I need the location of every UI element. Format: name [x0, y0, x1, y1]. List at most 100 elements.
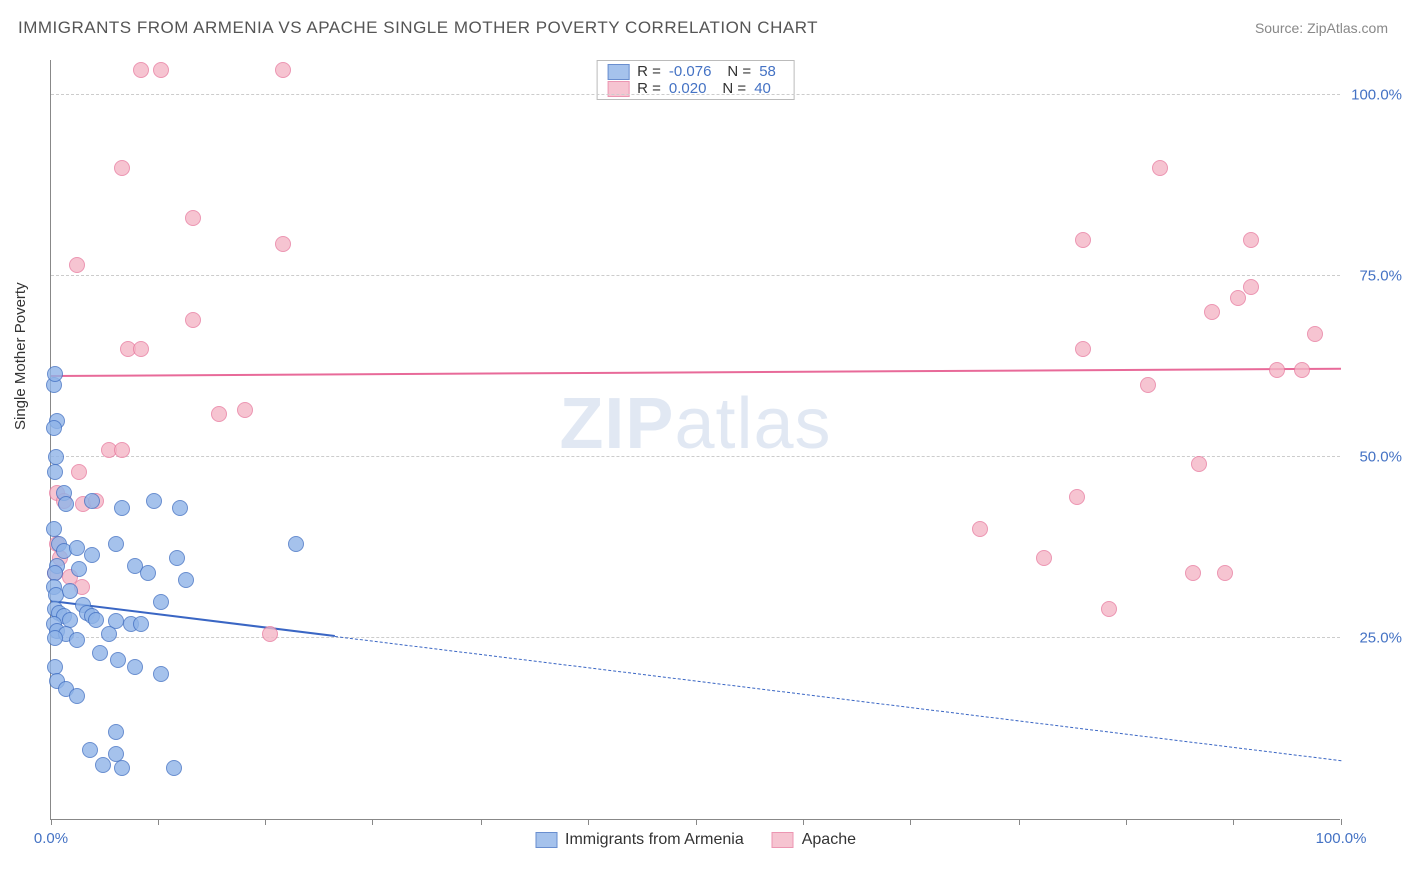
x-tick — [1126, 819, 1127, 825]
source-value: ZipAtlas.com — [1307, 20, 1388, 36]
data-point-apache — [1152, 160, 1168, 176]
data-point-armenia — [88, 612, 104, 628]
data-point-armenia — [140, 565, 156, 581]
gridline-h — [51, 637, 1340, 638]
legend-label-apache: Apache — [802, 831, 856, 849]
data-point-armenia — [95, 757, 111, 773]
data-point-apache — [275, 62, 291, 78]
data-point-armenia — [47, 630, 63, 646]
stat-n-armenia: 58 — [759, 63, 776, 80]
data-point-apache — [1036, 550, 1052, 566]
data-point-apache — [1140, 377, 1156, 393]
data-point-apache — [114, 442, 130, 458]
data-point-armenia — [69, 540, 85, 556]
data-point-apache — [133, 62, 149, 78]
gridline-h — [51, 275, 1340, 276]
x-tick-label: 100.0% — [1316, 830, 1367, 847]
legend-item-armenia: Immigrants from Armenia — [535, 831, 744, 849]
gridline-h — [51, 94, 1340, 95]
data-point-armenia — [114, 500, 130, 516]
watermark-bold: ZIP — [559, 384, 674, 464]
data-point-apache — [1204, 304, 1220, 320]
data-point-armenia — [114, 760, 130, 776]
x-tick — [1019, 819, 1020, 825]
trendline — [335, 636, 1341, 761]
legend-swatch-armenia — [607, 64, 629, 80]
data-point-apache — [1217, 565, 1233, 581]
data-point-apache — [972, 521, 988, 537]
data-point-armenia — [166, 760, 182, 776]
data-point-apache — [69, 257, 85, 273]
data-point-apache — [237, 402, 253, 418]
data-point-apache — [1294, 362, 1310, 378]
data-point-apache — [133, 341, 149, 357]
legend-bottom: Immigrants from Armenia Apache — [535, 831, 856, 849]
data-point-armenia — [69, 688, 85, 704]
source-label: Source: — [1255, 20, 1307, 36]
chart-title: IMMIGRANTS FROM ARMENIA VS APACHE SINGLE… — [18, 18, 818, 38]
stat-r-armenia: -0.076 — [669, 63, 712, 80]
legend-item-apache: Apache — [772, 831, 856, 849]
x-tick — [696, 819, 697, 825]
data-point-apache — [1075, 232, 1091, 248]
x-tick — [1341, 819, 1342, 825]
data-point-apache — [275, 236, 291, 252]
data-point-apache — [1185, 565, 1201, 581]
data-point-armenia — [110, 652, 126, 668]
data-point-armenia — [169, 550, 185, 566]
gridline-h — [51, 456, 1340, 457]
data-point-armenia — [146, 493, 162, 509]
x-tick — [265, 819, 266, 825]
legend-stats-row-armenia: R = -0.076 N = 58 — [607, 63, 784, 80]
plot-area: ZIPatlas R = -0.076 N = 58 R = 0.020 N =… — [50, 60, 1340, 820]
data-point-apache — [262, 626, 278, 642]
legend-swatch-apache-bottom — [772, 832, 794, 848]
data-point-apache — [153, 62, 169, 78]
data-point-armenia — [288, 536, 304, 552]
y-axis-label: Single Mother Poverty — [12, 282, 29, 430]
x-tick — [588, 819, 589, 825]
data-point-armenia — [108, 536, 124, 552]
data-point-apache — [1269, 362, 1285, 378]
y-tick-label: 25.0% — [1359, 630, 1402, 647]
data-point-armenia — [92, 645, 108, 661]
x-tick — [1233, 819, 1234, 825]
x-tick — [481, 819, 482, 825]
data-point-apache — [1075, 341, 1091, 357]
data-point-apache — [185, 210, 201, 226]
data-point-apache — [1230, 290, 1246, 306]
data-point-armenia — [108, 724, 124, 740]
chart-header: IMMIGRANTS FROM ARMENIA VS APACHE SINGLE… — [18, 18, 1388, 38]
data-point-armenia — [47, 659, 63, 675]
data-point-apache — [114, 160, 130, 176]
data-point-armenia — [47, 366, 63, 382]
data-point-armenia — [82, 742, 98, 758]
x-tick — [910, 819, 911, 825]
data-point-apache — [1243, 232, 1259, 248]
stat-r-label: R = — [637, 63, 661, 80]
data-point-armenia — [84, 547, 100, 563]
data-point-armenia — [84, 493, 100, 509]
legend-swatch-armenia-bottom — [535, 832, 557, 848]
data-point-apache — [211, 406, 227, 422]
data-point-apache — [1069, 489, 1085, 505]
data-point-apache — [1101, 601, 1117, 617]
data-point-armenia — [172, 500, 188, 516]
data-point-armenia — [46, 420, 62, 436]
x-tick — [803, 819, 804, 825]
x-tick — [51, 819, 52, 825]
legend-label-armenia: Immigrants from Armenia — [565, 831, 744, 849]
x-tick — [158, 819, 159, 825]
data-point-armenia — [69, 632, 85, 648]
source-attribution: Source: ZipAtlas.com — [1255, 20, 1388, 36]
data-point-armenia — [71, 561, 87, 577]
data-point-armenia — [153, 666, 169, 682]
data-point-armenia — [101, 626, 117, 642]
watermark: ZIPatlas — [559, 383, 831, 465]
y-tick-label: 100.0% — [1351, 87, 1402, 104]
data-point-armenia — [47, 464, 63, 480]
watermark-rest: atlas — [674, 384, 831, 464]
data-point-apache — [1307, 326, 1323, 342]
data-point-armenia — [153, 594, 169, 610]
data-point-apache — [185, 312, 201, 328]
